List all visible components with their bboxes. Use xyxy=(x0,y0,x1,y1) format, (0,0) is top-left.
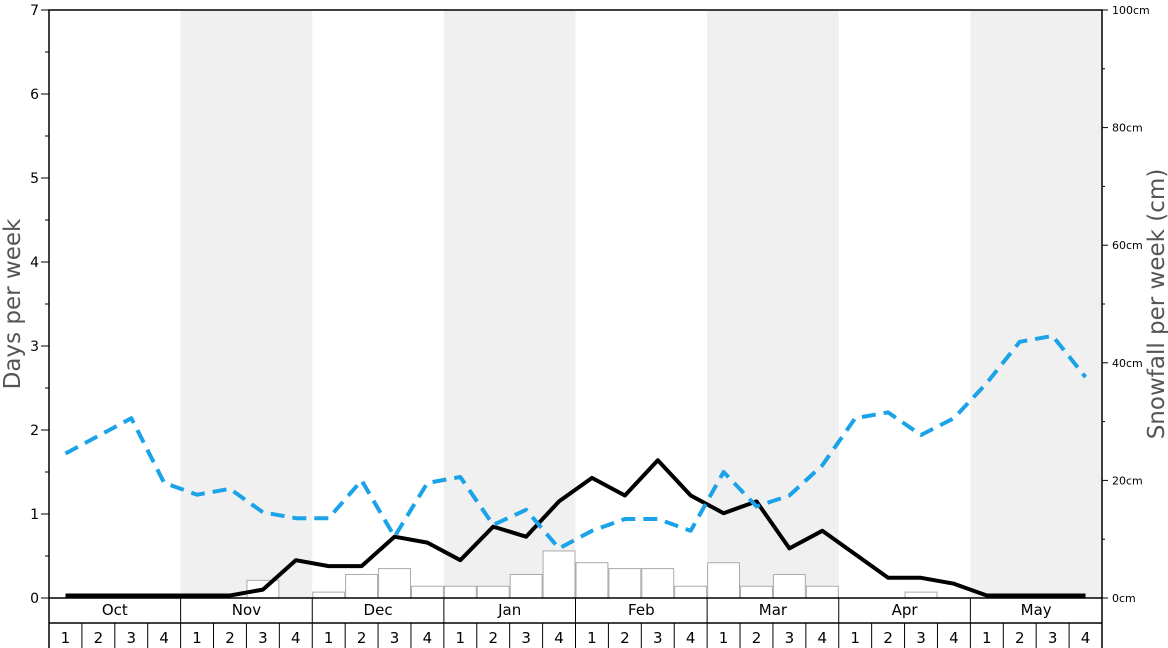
snowfall-bar xyxy=(575,562,609,599)
week-label: 4 xyxy=(291,629,301,647)
right-tick-label: 20cm xyxy=(1112,474,1143,487)
week-label: 3 xyxy=(521,629,531,647)
week-label: 1 xyxy=(587,629,597,647)
week-label: 4 xyxy=(159,629,169,647)
left-tick-label: 6 xyxy=(30,87,39,103)
week-label: 2 xyxy=(752,629,762,647)
month-label: Feb xyxy=(628,601,655,619)
month-label: May xyxy=(1021,601,1052,619)
week-label: 4 xyxy=(423,629,433,647)
week-label: 2 xyxy=(357,629,367,647)
week-label: 3 xyxy=(258,629,268,647)
month-label: Apr xyxy=(892,601,919,619)
month-label: Oct xyxy=(102,601,128,619)
month-band-nov xyxy=(180,10,313,598)
right-tick-label: 80cm xyxy=(1112,122,1143,135)
snowfall-bar xyxy=(312,591,346,599)
week-label: 4 xyxy=(686,629,696,647)
week-label: 1 xyxy=(61,629,71,647)
snowfall-bar xyxy=(740,585,773,599)
snowfall-bar xyxy=(904,591,938,599)
month-band-mar xyxy=(707,10,839,598)
week-label: 4 xyxy=(818,629,828,647)
week-label: 4 xyxy=(554,629,564,647)
snowfall-bar xyxy=(443,585,477,599)
week-label: 2 xyxy=(883,629,893,647)
left-tick-label: 7 xyxy=(30,3,39,19)
week-label: 3 xyxy=(785,629,795,647)
week-label: 3 xyxy=(916,629,926,647)
week-label: 3 xyxy=(390,629,400,647)
snowfall-bar xyxy=(345,573,379,599)
week-label: 4 xyxy=(949,629,959,647)
week-label: 2 xyxy=(488,629,498,647)
left-tick-label: 3 xyxy=(30,339,39,355)
snowfall-bar xyxy=(509,573,543,599)
right-axis: 0cm 20cm 40cm 60cm 80cm 100cm xyxy=(1102,4,1150,605)
week-label: 1 xyxy=(850,629,860,647)
snowfall-bar xyxy=(378,568,411,599)
right-axis-label: Snowfall per week (cm) xyxy=(1144,169,1168,440)
week-label: 4 xyxy=(1081,629,1091,647)
right-tick-label: 60cm xyxy=(1112,239,1143,252)
week-label: 2 xyxy=(225,629,235,647)
week-label: 2 xyxy=(94,629,104,647)
left-tick-label: 5 xyxy=(30,171,39,187)
week-label: 1 xyxy=(192,629,202,647)
week-label: 3 xyxy=(126,629,136,647)
week-label: 2 xyxy=(1015,629,1025,647)
snowfall-bar xyxy=(772,573,806,599)
snowfall-bar xyxy=(641,568,675,599)
dashed-series-line xyxy=(64,333,1088,551)
snowfall-bar xyxy=(707,562,741,599)
solid-series-line xyxy=(65,458,1086,598)
week-label: 1 xyxy=(456,629,466,647)
right-tick-label: 100cm xyxy=(1112,4,1150,17)
data-lines xyxy=(64,333,1088,598)
snowfall-bar xyxy=(805,585,839,599)
month-label: Mar xyxy=(759,601,788,619)
left-tick-label: 0 xyxy=(30,591,39,607)
left-tick-label: 1 xyxy=(30,507,39,523)
month-band-jan xyxy=(443,10,576,598)
month-label: Dec xyxy=(364,601,393,619)
month-label: Nov xyxy=(232,601,261,619)
right-tick-label: 40cm xyxy=(1112,357,1143,370)
week-label: 1 xyxy=(982,629,992,647)
left-axis: 0 1 2 3 4 5 6 7 xyxy=(30,3,49,607)
month-label: Jan xyxy=(497,601,521,619)
week-label: 3 xyxy=(653,629,663,647)
left-axis-label: Days per week xyxy=(0,218,26,389)
x-axis: Oct 1 2 3 4 Nov 1 2 3 4 Dec 1 2 3 4 Jan 1 2 3 4 Feb 1 2 3 4 Mar 1 2… xyxy=(48,598,1103,648)
week-label: 3 xyxy=(1048,629,1058,647)
snowfall-bars xyxy=(246,550,938,599)
snowfall-bar xyxy=(410,585,444,599)
snowfall-bar xyxy=(674,585,708,599)
snowfall-bar xyxy=(608,568,642,599)
week-label: 1 xyxy=(719,629,729,647)
snowfall-bar xyxy=(476,585,510,599)
month-bands xyxy=(180,10,1102,598)
left-tick-label: 4 xyxy=(30,255,39,271)
left-tick-label: 2 xyxy=(30,423,39,439)
week-label: 1 xyxy=(324,629,334,647)
week-label: 2 xyxy=(620,629,630,647)
month-band-may xyxy=(970,10,1102,598)
right-tick-label: 0cm xyxy=(1112,592,1136,605)
snowfall-bar xyxy=(542,550,576,599)
